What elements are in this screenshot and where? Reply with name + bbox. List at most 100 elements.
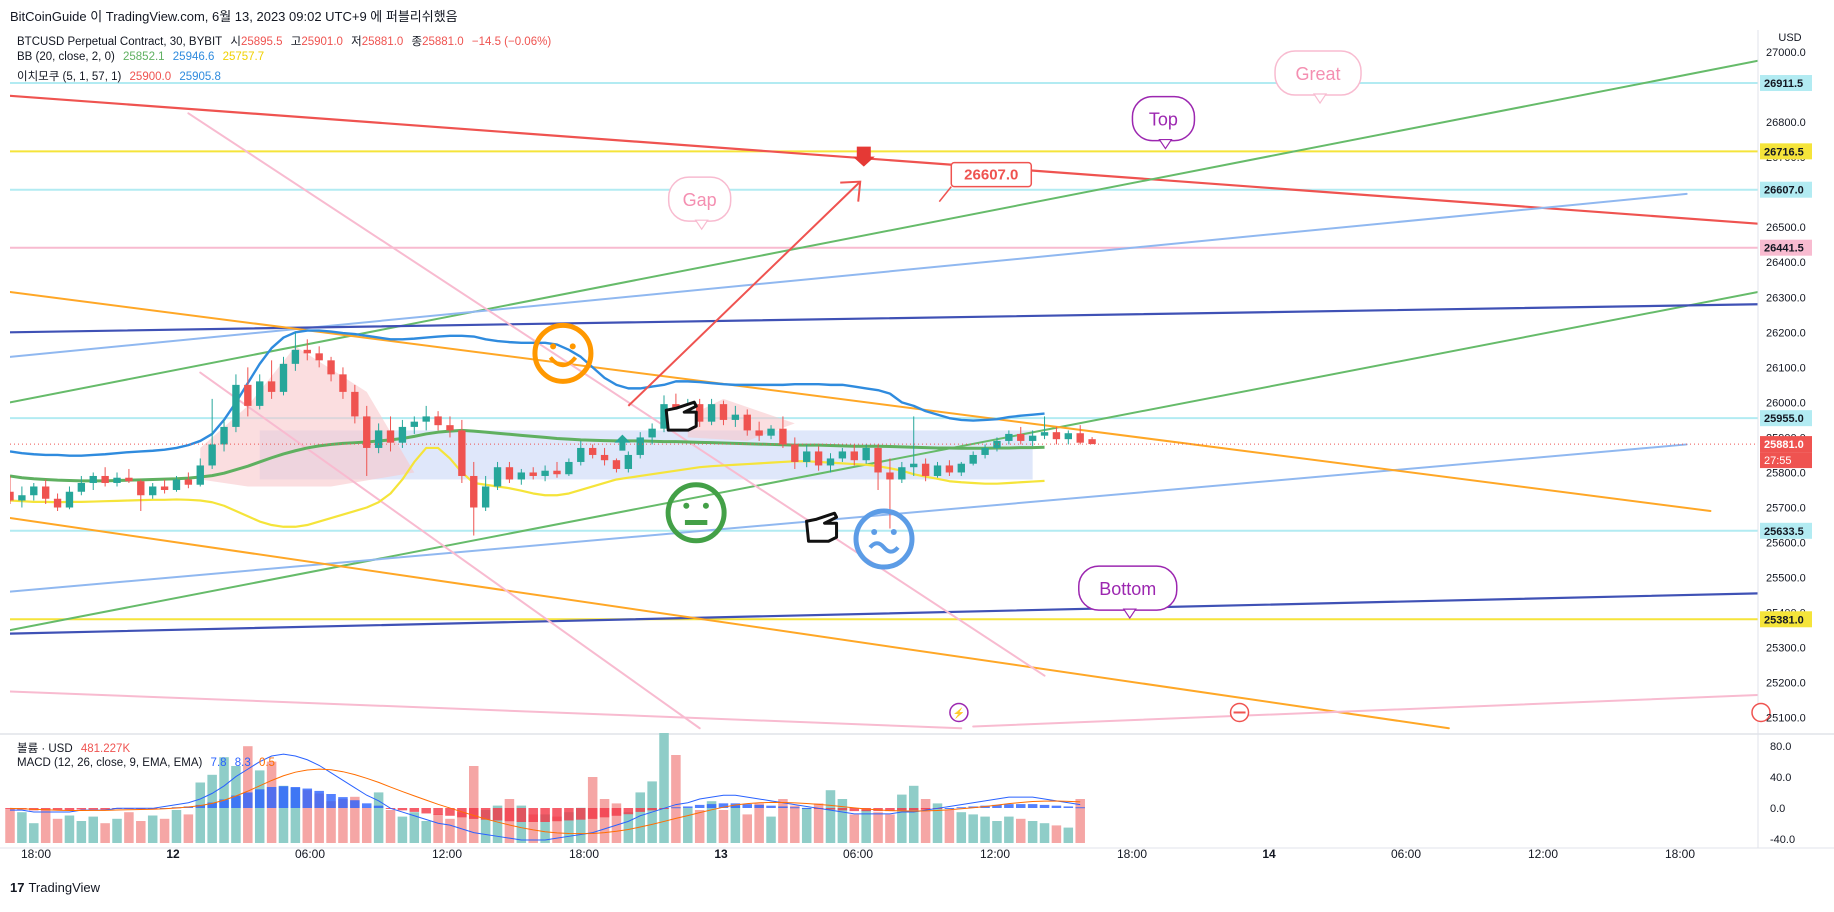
candle-body: [803, 451, 811, 462]
macd-histogram-bar: [40, 808, 51, 811]
macd-histogram-bar: [504, 808, 515, 822]
candle-body: [779, 428, 787, 445]
price-axis-tick: 25800.0: [1766, 467, 1806, 479]
macd-histogram-bar: [314, 790, 324, 808]
volume-bar: [671, 755, 681, 843]
macd-histogram-bar: [1027, 804, 1038, 808]
volume-bar: [147, 815, 158, 843]
volume-bar: [552, 816, 562, 843]
volume-bar: [1027, 821, 1038, 843]
trend-line: [972, 693, 1758, 728]
price-badge-label: 26911.5: [1764, 78, 1803, 90]
macd-histogram-bar: [694, 804, 705, 808]
tradingview-logo[interactable]: 17 TradingView: [10, 880, 100, 895]
price-note-box: [950, 161, 1033, 188]
macd-name[interactable]: MACD (12, 26, close, 9, EMA, EMA): [17, 757, 203, 769]
volume-bar: [492, 805, 503, 843]
macd-histogram-bar: [326, 794, 336, 808]
macd-histogram-bar: [52, 808, 63, 811]
macd-histogram-bar: [742, 804, 753, 808]
candle-body: [517, 472, 526, 480]
macd-axis-tick: -40.0: [1770, 834, 1795, 846]
callout-label: Great: [1296, 64, 1341, 84]
volume-bar: [385, 810, 396, 843]
candle-body: [327, 360, 335, 375]
price-axis-tick: 26800.0: [1766, 117, 1806, 129]
volume-bar: [195, 782, 206, 843]
price-axis-tick: 26200.0: [1766, 327, 1806, 339]
candle-body: [850, 451, 858, 461]
candle-body: [386, 430, 395, 443]
candle-body: [10, 491, 14, 501]
macd-histogram-bar: [373, 805, 384, 808]
candle-body: [244, 384, 252, 406]
candle-body: [945, 465, 954, 473]
candle-body: [208, 444, 216, 466]
time-axis-tick: 12: [166, 847, 180, 861]
volume-bar: [52, 818, 63, 843]
candle-body: [826, 458, 835, 466]
volume-bar: [124, 812, 134, 843]
volume-bar: [683, 807, 693, 843]
candle-body: [874, 447, 882, 473]
volume-bar: [445, 818, 455, 843]
candle-body: [1088, 439, 1096, 445]
price-axis-tick: 25200.0: [1766, 678, 1806, 690]
volume-bar: [326, 801, 336, 843]
ichimoku-legend[interactable]: 이치모쿠 (5, 1, 57, 1) 25900.0 25905.8: [17, 68, 226, 84]
volume-bar: [468, 766, 479, 843]
confused-face-icon: [853, 508, 915, 570]
volume-bar: [100, 823, 110, 843]
macd-histogram-bar: [195, 804, 206, 808]
volume-bar: [897, 794, 907, 843]
candle-body: [256, 381, 264, 406]
price-axis-tick: 26000.0: [1766, 397, 1806, 409]
macd-line: [10, 753, 1081, 841]
candle-body: [553, 470, 561, 475]
volume-bar: [944, 810, 955, 843]
high-value: 25901.0: [301, 36, 343, 48]
price-axis-tick: 25600.0: [1766, 538, 1806, 550]
symbol-name[interactable]: BTCUSD Perpetual Contract, 30, BYBIT: [17, 36, 223, 48]
close-value: 25881.0: [422, 36, 464, 48]
low-value: 25881.0: [361, 36, 404, 48]
macd-histogram-bar: [1051, 805, 1062, 808]
volume-bar: [302, 790, 313, 843]
macd-legend[interactable]: MACD (12, 26, close, 9, EMA, EMA) 7.8 8.…: [17, 757, 280, 769]
candle-body: [600, 454, 609, 461]
volume-bar: [64, 815, 75, 843]
candle-body: [458, 430, 466, 476]
callout-label: Gap: [683, 190, 717, 210]
volume-bar: [457, 812, 467, 843]
macd-histogram-bar: [801, 808, 812, 809]
symbol-legend[interactable]: BTCUSD Perpetual Contract, 30, BYBIT 시25…: [17, 33, 556, 49]
macd-histogram-bar: [492, 808, 503, 821]
callout-tail: [1158, 138, 1173, 150]
ichimoku-cloud-pink: [200, 346, 415, 487]
price-note-label: 26607.0: [964, 167, 1018, 184]
volume-bar: [88, 816, 98, 843]
macd-histogram-bar: [457, 808, 467, 818]
volume-legend[interactable]: 볼륨 · USD 481.227K: [17, 740, 135, 756]
volume-name[interactable]: 볼륨 · USD: [17, 743, 73, 755]
price-badge-label: 25955.0: [1764, 413, 1804, 425]
close-label: 종: [411, 36, 423, 48]
trend-line: [10, 443, 1688, 593]
macd-axis-tick: 40.0: [1770, 772, 1791, 784]
happy-face-icon-eye: [550, 343, 557, 350]
bb-name[interactable]: BB (20, close, 2, 0): [17, 51, 115, 63]
callout-label: Bottom: [1099, 579, 1156, 599]
happy-face-icon-eye: [569, 343, 576, 350]
bb-legend[interactable]: BB (20, close, 2, 0) 25852.1 25946.6 257…: [17, 51, 269, 63]
price-badge-label: 25881.0: [1764, 439, 1804, 451]
volume-bar: [136, 821, 146, 843]
candle-body: [541, 470, 549, 476]
callout-tail: [1312, 93, 1328, 105]
ichimoku-value-2: 25905.8: [179, 71, 221, 83]
ichimoku-name[interactable]: 이치모쿠 (5, 1, 57, 1): [17, 71, 122, 83]
price-axis-tick: 25100.0: [1766, 713, 1806, 725]
price-badge: [1760, 611, 1812, 628]
volume-bar: [112, 818, 122, 843]
